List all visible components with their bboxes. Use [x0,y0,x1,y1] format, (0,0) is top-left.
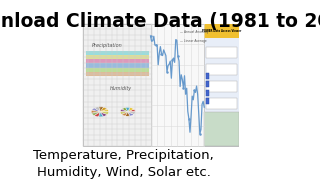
Polygon shape [120,109,128,112]
Text: — Linear Average: — Linear Average [180,39,207,43]
Text: — Annual Anomaly: — Annual Anomaly [180,30,209,34]
Text: Precipitation: Precipitation [92,43,122,48]
Bar [206,98,237,109]
Polygon shape [122,107,128,112]
Bar [206,81,209,87]
Text: Download Climate Data (1981 to 2020): Download Climate Data (1981 to 2020) [0,12,320,31]
Polygon shape [92,108,100,112]
Polygon shape [128,112,134,116]
Polygon shape [94,107,100,112]
Text: POWER Data Access Viewer: POWER Data Access Viewer [202,29,241,33]
Bar [206,64,237,75]
Polygon shape [100,107,107,112]
Bar [204,24,239,39]
Bar [86,72,148,76]
Polygon shape [122,112,128,116]
Bar [86,68,148,72]
Polygon shape [92,112,100,116]
Bar [86,64,148,68]
Polygon shape [125,107,130,112]
Bar [86,51,148,55]
Polygon shape [91,110,100,113]
Bar [204,24,239,146]
Bar [206,73,209,79]
Bar [204,112,239,146]
Bar [206,90,209,96]
Bar [206,81,237,92]
Text: Humidity: Humidity [110,86,132,91]
Bar [150,24,204,146]
Bar [206,47,237,58]
Polygon shape [128,109,135,112]
Polygon shape [128,107,134,112]
Polygon shape [99,107,104,112]
Bar [206,98,209,104]
Bar [206,115,237,126]
Bar [86,55,148,59]
Polygon shape [125,112,130,116]
Text: Temperature, Precipitation,: Temperature, Precipitation, [33,149,214,162]
Text: Humidity, Wind, Solar etc.: Humidity, Wind, Solar etc. [37,166,211,179]
Polygon shape [94,112,100,117]
Bar [83,24,152,146]
Polygon shape [120,112,128,114]
Bar [86,59,148,64]
Polygon shape [100,109,109,112]
Polygon shape [128,112,135,114]
Polygon shape [99,112,104,117]
Polygon shape [100,112,107,116]
Polygon shape [100,112,109,114]
